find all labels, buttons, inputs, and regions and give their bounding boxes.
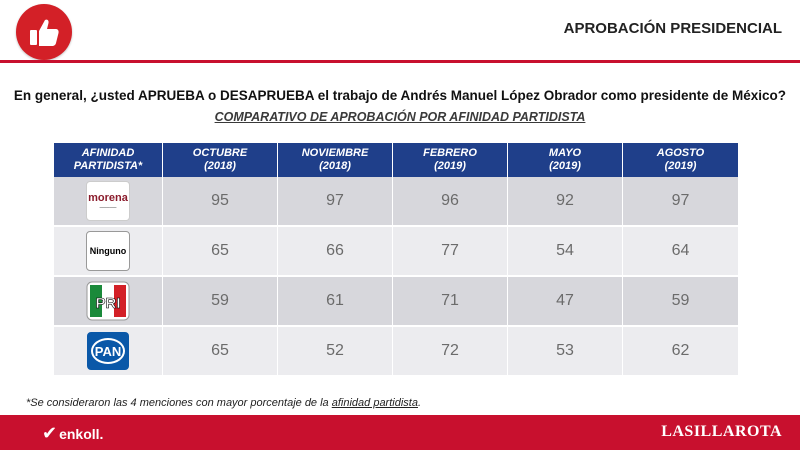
table-row-morena: morena ━━━━━━━ 95 97 96 92 97 xyxy=(54,177,738,227)
value-cell: 97 xyxy=(278,177,393,225)
value-cell: 52 xyxy=(278,327,393,375)
pan-logo-text: PAN xyxy=(95,344,121,359)
column-header-line2: PARTIDISTA* xyxy=(73,160,143,172)
ninguno-logo: Ninguno xyxy=(86,231,130,271)
morena-logo-text: morena xyxy=(88,192,128,204)
enkoll-mark-icon: ✔ xyxy=(42,423,58,443)
value-cell: 71 xyxy=(393,277,508,325)
column-header-line1: FEBRERO xyxy=(423,147,477,159)
value-cell: 65 xyxy=(163,327,278,375)
pan-logo: PAN xyxy=(86,331,130,371)
value-cell: 66 xyxy=(278,227,393,275)
value-cell: 54 xyxy=(508,227,623,275)
column-header-line2: (2019) xyxy=(434,160,466,172)
table-subtitle: COMPARATIVO DE APROBACIÓN POR AFINIDAD P… xyxy=(214,110,586,124)
enkoll-logo: ✔ enkoll. xyxy=(42,423,103,444)
value-cell: 59 xyxy=(623,277,738,325)
morena-logo-tagline: ━━━━━━━ xyxy=(99,205,117,210)
column-header-line2: (2019) xyxy=(664,160,697,172)
footnote-suffix: . xyxy=(417,397,422,409)
value-cell: 97 xyxy=(623,177,738,225)
column-header-nov-2018: NOVIEMBRE (2018) xyxy=(278,143,393,177)
value-cell: 96 xyxy=(393,177,508,225)
table-row-ninguno: Ninguno 65 66 77 54 64 xyxy=(54,227,738,277)
column-header-line1: OCTUBRE xyxy=(192,147,248,159)
column-header-aug-2019: AGOSTO (2019) xyxy=(623,143,738,177)
survey-question: En general, ¿usted APRUEBA o DESAPRUEBA … xyxy=(13,88,787,103)
column-header-feb-2019: FEBRERO (2019) xyxy=(393,143,508,177)
pri-logo-text: PRI xyxy=(95,295,120,312)
table-header: AFINIDAD PARTIDISTA* OCTUBRE (2018) NOVI… xyxy=(54,143,738,177)
value-cell: 59 xyxy=(163,277,278,325)
footer: ✔ enkoll. LASILLAROTA xyxy=(0,415,800,450)
pri-logo: PRI xyxy=(86,281,130,321)
table-row-pan: PAN 65 52 72 53 62 xyxy=(54,327,738,377)
column-header-party: AFINIDAD PARTIDISTA* xyxy=(54,143,163,177)
footnote-underlined-text: afinidad partidista xyxy=(331,397,418,409)
page-title: APROBACIÓN PRESIDENCIAL xyxy=(563,20,782,37)
approval-table: AFINIDAD PARTIDISTA* OCTUBRE (2018) NOVI… xyxy=(54,143,738,377)
value-cell: 77 xyxy=(393,227,508,275)
column-header-line2: (2018) xyxy=(204,160,236,172)
column-header-line2: (2018) xyxy=(319,160,351,172)
party-cell: Ninguno xyxy=(54,227,163,275)
table-row-pri: PRI 59 61 71 47 59 xyxy=(54,277,738,327)
column-header-line1: NOVIEMBRE xyxy=(301,147,369,159)
column-header-line1: AFINIDAD xyxy=(81,147,135,159)
value-cell: 53 xyxy=(508,327,623,375)
morena-logo: morena ━━━━━━━ xyxy=(86,181,130,221)
value-cell: 92 xyxy=(508,177,623,225)
value-cell: 61 xyxy=(278,277,393,325)
column-header-line2: (2019) xyxy=(549,160,581,172)
value-cell: 95 xyxy=(163,177,278,225)
thumbs-up-icon xyxy=(16,4,72,60)
footnote: *Se consideraron las 4 menciones con may… xyxy=(26,397,421,409)
value-cell: 47 xyxy=(508,277,623,325)
value-cell: 72 xyxy=(393,327,508,375)
value-cell: 65 xyxy=(163,227,278,275)
party-cell: morena ━━━━━━━ xyxy=(54,177,163,225)
party-cell: PAN xyxy=(54,327,163,375)
header: APROBACIÓN PRESIDENCIAL xyxy=(0,0,800,60)
column-header-line1: AGOSTO xyxy=(656,147,705,159)
la-silla-rota-logo: LASILLAROTA xyxy=(661,423,782,440)
column-header-line1: MAYO xyxy=(548,147,582,159)
column-header-oct-2018: OCTUBRE (2018) xyxy=(163,143,278,177)
table-body: morena ━━━━━━━ 95 97 96 92 97 Ninguno 65… xyxy=(54,177,738,377)
value-cell: 64 xyxy=(623,227,738,275)
enkoll-logo-text: enkoll. xyxy=(59,425,104,442)
column-header-may-2019: MAYO (2019) xyxy=(508,143,623,177)
header-divider xyxy=(0,60,800,63)
value-cell: 62 xyxy=(623,327,738,375)
party-cell: PRI xyxy=(54,277,163,325)
footnote-text: *Se consideraron las 4 menciones con may… xyxy=(26,397,332,409)
